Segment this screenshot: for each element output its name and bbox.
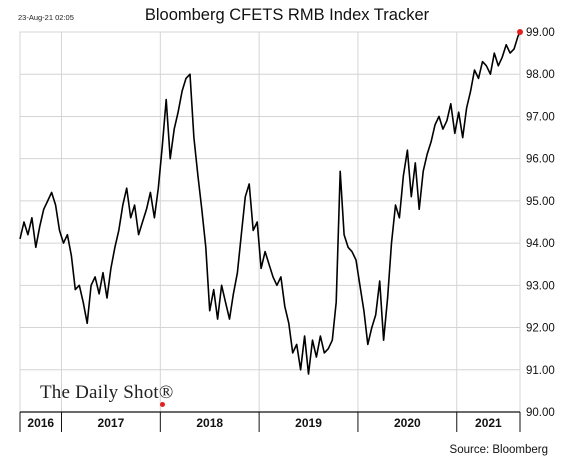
chart-title: Bloomberg CFETS RMB Index Tracker — [144, 6, 430, 24]
y-tick-label: 90.00 — [526, 407, 555, 419]
x-tick-label: 2020 — [394, 416, 421, 430]
y-tick-label: 96.00 — [526, 154, 555, 166]
y-tick-label: 92.00 — [526, 323, 555, 335]
y-tick-label: 94.00 — [526, 238, 555, 250]
y-tick-label: 95.00 — [526, 196, 555, 208]
brand-logo-text: The Daily Shot® — [40, 382, 174, 403]
y-tick-label: 97.00 — [526, 111, 555, 123]
x-tick-label: 2016 — [27, 416, 54, 430]
y-tick-label: 98.00 — [526, 69, 555, 81]
x-tick-label: 2017 — [98, 416, 125, 430]
x-tick-label: 2021 — [475, 416, 502, 430]
x-tick-label: 2018 — [196, 416, 223, 430]
grid-lines — [19, 31, 521, 413]
plot-border — [19, 31, 521, 413]
endpoint-marker — [517, 29, 523, 35]
y-tick-label: 91.00 — [526, 365, 555, 377]
plot-area — [19, 29, 523, 375]
y-tick-label: 99.00 — [526, 27, 555, 39]
y-tick-label: 93.00 — [526, 280, 555, 292]
x-tick-label: 2019 — [295, 416, 322, 430]
brand-dot — [160, 402, 165, 407]
series-line — [19, 31, 521, 375]
y-axis: 90.00 91.00 92.00 93.00 94.00 95.00 96.00 97.00… — [526, 27, 555, 419]
source-note: Source: Bloomberg — [449, 444, 548, 456]
x-axis: 2016 2017 2018 2019 2020 2021 — [19, 411, 521, 432]
date-stamp: 23-Aug-21 02:05 — [18, 13, 74, 22]
